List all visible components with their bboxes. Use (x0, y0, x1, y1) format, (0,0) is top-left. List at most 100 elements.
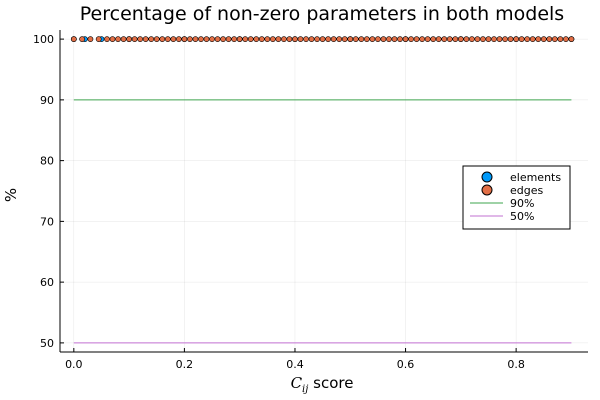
data-point-1 (175, 36, 182, 43)
data-point-1 (203, 36, 210, 43)
data-point-1 (258, 36, 265, 43)
data-point-1 (79, 36, 86, 43)
data-point-1 (308, 36, 315, 43)
data-point-1 (485, 36, 492, 43)
data-point-1 (419, 36, 426, 43)
data-point-1 (319, 36, 326, 43)
data-point-1 (104, 36, 110, 43)
data-point-1 (187, 36, 193, 43)
legend-box (462, 165, 571, 230)
data-point-1 (131, 36, 138, 43)
data-point-1 (253, 36, 260, 43)
x-axis-label-suffix: score (308, 374, 353, 392)
data-point-1 (452, 36, 459, 43)
data-point-1 (474, 36, 481, 43)
legend-swatch (481, 171, 493, 183)
data-point-1 (198, 36, 204, 43)
x-tick-label: 0.8 (507, 358, 525, 371)
data-point-1 (502, 36, 508, 43)
y-tick-label: 90 (40, 94, 54, 107)
x-tick-label: 0.2 (176, 358, 194, 371)
x-tick-label: 0.6 (397, 358, 415, 371)
data-point-1 (148, 36, 155, 43)
data-point-1 (214, 36, 221, 43)
data-point-1 (341, 36, 348, 43)
data-point-1 (95, 36, 102, 43)
data-point-1 (463, 36, 470, 43)
legend-label: elements (510, 171, 561, 184)
data-point-1 (363, 36, 370, 43)
data-point-1 (126, 36, 133, 43)
data-point-1 (352, 36, 359, 43)
data-point-1 (468, 36, 475, 43)
data-point-1 (513, 36, 520, 43)
legend-label: edges (510, 184, 544, 197)
x-axis-label: Cij score (291, 374, 354, 395)
y-tick-label: 60 (40, 276, 54, 289)
data-point-1 (480, 36, 486, 43)
data-point-1 (529, 36, 536, 43)
x-tick-label: 0.0 (65, 358, 83, 371)
data-point-1 (209, 36, 215, 43)
data-point-1 (142, 36, 149, 43)
data-point-1 (247, 36, 254, 43)
data-point-1 (413, 36, 420, 43)
data-point-1 (424, 36, 431, 43)
data-point-1 (375, 36, 381, 43)
data-point-1 (236, 36, 243, 43)
data-point-1 (518, 36, 525, 43)
data-point-1 (275, 36, 282, 43)
x-axis-label-symbol: C (291, 374, 303, 392)
y-tick-label: 80 (40, 155, 54, 168)
data-point-1 (181, 36, 188, 43)
x-axis-label-subscript: ij (302, 384, 308, 395)
data-point-1 (369, 36, 376, 43)
data-point-1 (491, 36, 497, 43)
x-tick-label: 0.4 (286, 358, 304, 371)
data-point-1 (225, 36, 232, 43)
series-points (70, 36, 575, 43)
data-point-1 (164, 36, 171, 43)
y-tick-label: 50 (40, 337, 54, 350)
data-point-1 (87, 36, 94, 43)
data-point-1 (507, 36, 514, 43)
y-tick-label: 70 (40, 215, 54, 228)
legend-label: 90% (510, 197, 534, 210)
data-point-1 (358, 36, 365, 43)
data-point-1 (496, 36, 503, 43)
data-point-1 (115, 36, 121, 43)
data-point-1 (408, 36, 414, 43)
data-point-1 (170, 36, 177, 43)
data-point-1 (192, 36, 199, 43)
data-point-1 (391, 36, 398, 43)
data-point-1 (446, 36, 453, 43)
data-point-1 (220, 36, 226, 43)
data-point-1 (380, 36, 387, 43)
data-point-1 (551, 36, 558, 43)
chart-title: Percentage of non-zero parameters in bot… (80, 3, 564, 25)
data-point-1 (402, 36, 409, 43)
legend-swatch (481, 184, 493, 196)
data-point-1 (70, 36, 77, 43)
data-point-1 (120, 36, 127, 43)
series-lines (73, 99, 572, 344)
data-point-1 (264, 36, 271, 43)
data-point-1 (457, 36, 464, 43)
data-point-1 (303, 36, 309, 43)
data-point-1 (336, 36, 343, 43)
axes (59, 30, 588, 353)
data-point-1 (435, 36, 442, 43)
data-point-1 (292, 36, 298, 43)
y-tick-label: 100 (33, 33, 54, 46)
data-point-1 (153, 36, 160, 43)
data-point-1 (557, 36, 564, 43)
data-point-1 (242, 36, 249, 43)
data-point-1 (231, 36, 238, 43)
data-point-1 (286, 36, 293, 43)
legend-label: 50% (510, 210, 534, 223)
data-point-1 (441, 36, 448, 43)
data-point-1 (159, 36, 166, 43)
data-point-1 (430, 36, 437, 43)
